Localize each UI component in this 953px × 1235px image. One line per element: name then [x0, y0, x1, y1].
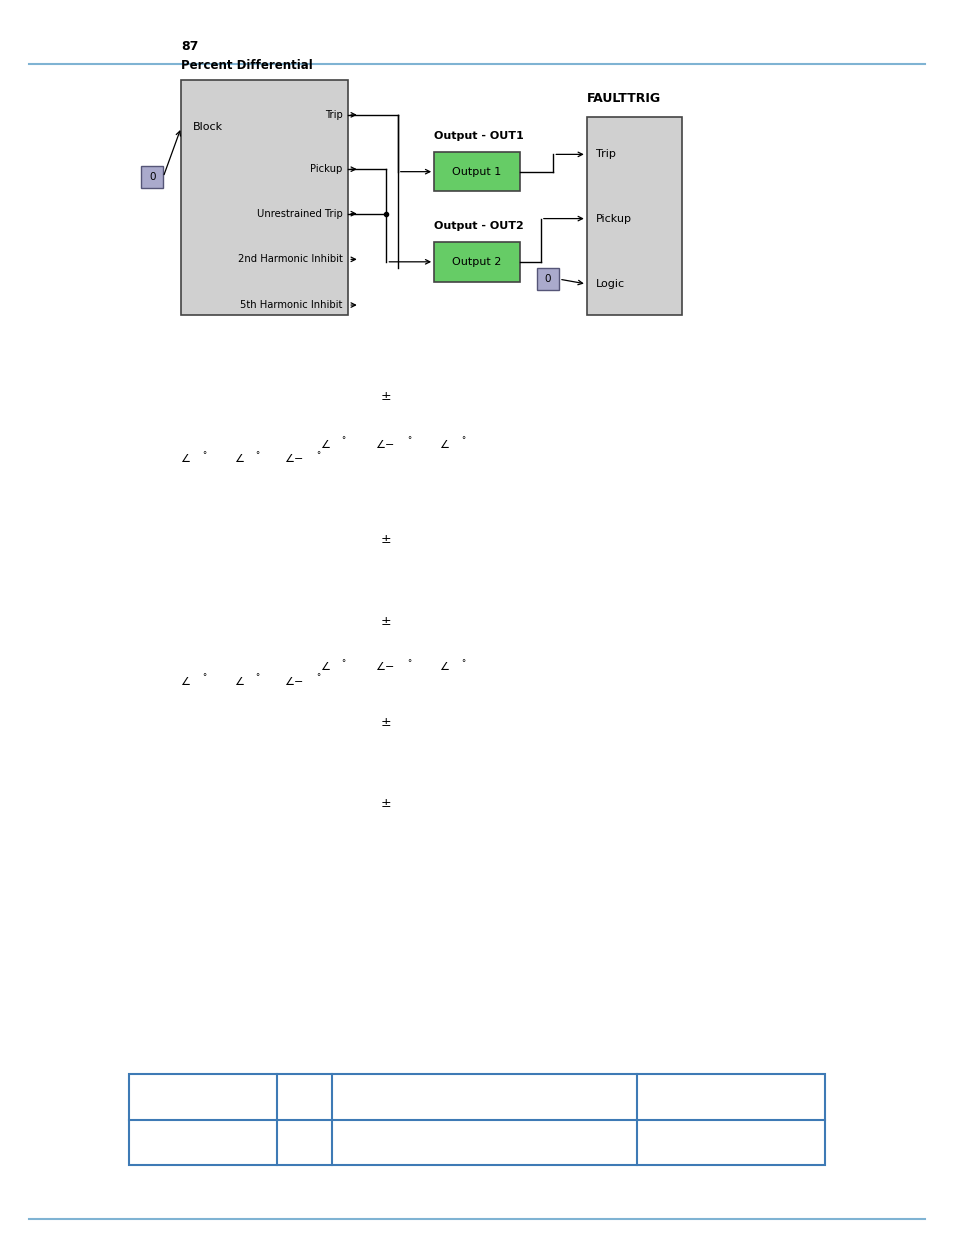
FancyBboxPatch shape	[434, 152, 519, 191]
Text: ∠: ∠	[233, 677, 243, 687]
Text: Pickup: Pickup	[596, 214, 632, 224]
Text: Pickup: Pickup	[310, 164, 342, 174]
Text: ∠: ∠	[438, 662, 448, 672]
Text: ∠: ∠	[319, 440, 329, 450]
Text: ∠: ∠	[233, 454, 243, 464]
Text: °: °	[316, 451, 320, 461]
FancyBboxPatch shape	[141, 165, 163, 188]
Text: Block: Block	[193, 122, 223, 132]
Text: 5th Harmonic Inhibit: 5th Harmonic Inhibit	[240, 300, 342, 310]
Text: FAULTTRIG: FAULTTRIG	[586, 91, 660, 105]
Text: Output - OUT1: Output - OUT1	[434, 131, 523, 141]
Text: 0: 0	[544, 274, 551, 284]
Text: °: °	[341, 658, 345, 668]
Text: Unrestrained Trip: Unrestrained Trip	[256, 209, 342, 219]
Text: ∠−: ∠−	[375, 440, 394, 450]
Text: Logic: Logic	[596, 279, 625, 289]
Text: Trip: Trip	[596, 149, 616, 159]
Text: ±: ±	[380, 390, 392, 403]
Text: ±: ±	[380, 615, 392, 627]
FancyBboxPatch shape	[129, 1074, 824, 1165]
FancyBboxPatch shape	[537, 268, 558, 290]
Text: °: °	[407, 658, 411, 668]
Text: ∠: ∠	[319, 662, 329, 672]
Text: 87: 87	[181, 40, 198, 53]
Text: °: °	[460, 436, 464, 446]
Text: Output 1: Output 1	[452, 167, 501, 177]
Text: ∠−: ∠−	[284, 454, 303, 464]
Text: ±: ±	[380, 534, 392, 546]
Text: °: °	[460, 658, 464, 668]
Text: ∠: ∠	[438, 440, 448, 450]
Text: °: °	[255, 451, 259, 461]
Text: 0: 0	[149, 172, 155, 183]
Text: ∠−: ∠−	[375, 662, 394, 672]
Text: ∠: ∠	[180, 677, 190, 687]
Text: °: °	[202, 451, 206, 461]
Text: Output 2: Output 2	[452, 257, 501, 267]
Text: ∠−: ∠−	[284, 677, 303, 687]
Text: Trip: Trip	[324, 110, 342, 120]
Text: ±: ±	[380, 716, 392, 729]
Text: °: °	[407, 436, 411, 446]
Text: ∠: ∠	[180, 454, 190, 464]
FancyBboxPatch shape	[434, 242, 519, 282]
Text: °: °	[255, 673, 259, 683]
Text: Output - OUT2: Output - OUT2	[434, 221, 523, 231]
Text: ±: ±	[380, 798, 392, 810]
FancyBboxPatch shape	[586, 117, 681, 315]
FancyBboxPatch shape	[181, 80, 348, 315]
Text: °: °	[341, 436, 345, 446]
Text: °: °	[202, 673, 206, 683]
Text: 2nd Harmonic Inhibit: 2nd Harmonic Inhibit	[237, 254, 342, 264]
Text: Percent Differential: Percent Differential	[181, 58, 313, 72]
Text: °: °	[316, 673, 320, 683]
